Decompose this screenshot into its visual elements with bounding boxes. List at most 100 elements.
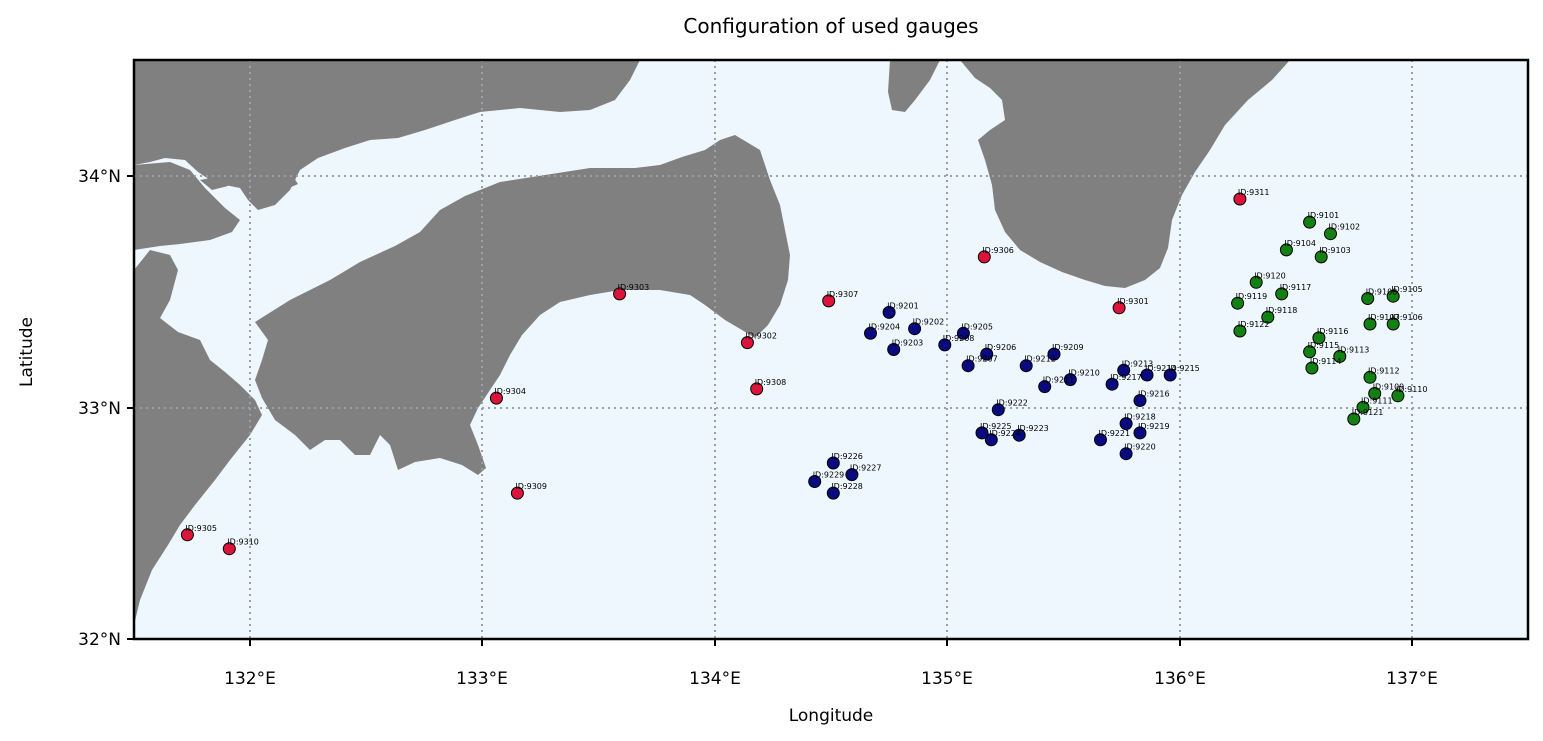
- inland-sea-island-5: [410, 104, 440, 122]
- kyushu-landmass: [134, 162, 240, 250]
- gauge-marker: [1047, 347, 1061, 361]
- gauge-marker: [980, 347, 994, 361]
- gauge-marker: [887, 343, 901, 356]
- gauge-marker: [822, 294, 836, 308]
- gauge-marker: [845, 468, 859, 482]
- gauge-label: ID:9224: [989, 429, 1021, 438]
- land-layer: [134, 60, 1290, 625]
- gauge-label: ID:9225: [980, 422, 1012, 431]
- gauge-marker: [1324, 227, 1337, 241]
- gauge-marker: [984, 433, 998, 447]
- gauges-layer: ID:9101ID:9102ID:9103ID:9104ID:9105ID:91…: [180, 188, 1427, 556]
- gauge-label: ID:9217: [1110, 373, 1142, 382]
- gauge-marker: [1303, 215, 1317, 229]
- gauge-label: ID:9229: [813, 471, 845, 480]
- gauge-marker: [908, 322, 922, 336]
- gauge-marker: [1094, 433, 1107, 447]
- gauge-marker: [1305, 361, 1319, 375]
- y-axis-title: Latitude: [17, 317, 37, 387]
- x-tick-label: 136°E: [1154, 669, 1206, 689]
- gauge-marker: [1391, 389, 1405, 403]
- shikoku-landmass: [255, 135, 790, 475]
- gauge-marker: [956, 326, 970, 340]
- inland-sea-island-4: [260, 172, 298, 192]
- gauge-label: ID:9221: [1099, 429, 1131, 438]
- gauge-label: ID:9119: [1236, 292, 1268, 301]
- gauge-label: ID:9306: [982, 246, 1014, 255]
- y-axis: 32°N 33°N 34°N Latitude: [17, 167, 134, 650]
- gauge-marker: [1261, 310, 1275, 324]
- gauge-marker: [1112, 301, 1126, 315]
- gauge-label: ID:9120: [1254, 271, 1286, 280]
- kyushu-south-landmass: [134, 250, 262, 625]
- gauge-marker: [808, 475, 822, 488]
- gauge-label: ID:9103: [1319, 246, 1351, 255]
- gauge-label: ID:9111: [1361, 396, 1393, 405]
- gauge-label: ID:9311: [1238, 188, 1270, 197]
- y-tick-label: 32°N: [78, 630, 121, 650]
- gauge-label: ID:9222: [996, 399, 1028, 408]
- gauge-marker: [826, 456, 840, 470]
- gauge-marker: [1361, 292, 1375, 305]
- gauge-marker: [1105, 377, 1119, 391]
- gauge-marker: [1386, 289, 1400, 303]
- gauge-label: ID:9206: [985, 343, 1017, 352]
- gauge-marker: [1119, 417, 1133, 431]
- gauge-label: ID:9108: [1366, 288, 1398, 297]
- gauge-marker: [750, 382, 764, 396]
- gauge-marker: [1356, 400, 1370, 414]
- gauge-label: ID:9121: [1352, 408, 1384, 417]
- gauge-marker: [1063, 373, 1077, 387]
- gauge-label: ID:9102: [1329, 223, 1361, 232]
- gauge-label: ID:9307: [827, 290, 859, 299]
- kii-peninsula-landmass: [960, 60, 1290, 288]
- x-tick-label: 133°E: [456, 669, 508, 689]
- gauge-marker: [1163, 368, 1177, 382]
- gauge-marker: [1140, 368, 1154, 382]
- gauge-marker: [1314, 250, 1328, 264]
- gauge-label: ID:9205: [961, 322, 993, 331]
- gauge-label: ID:9216: [1138, 390, 1170, 399]
- gauge-label: ID:9212: [1024, 355, 1056, 364]
- gauge-label: ID:9113: [1338, 345, 1370, 354]
- plot-frame: [132, 58, 1530, 641]
- gauge-label: ID:9219: [1138, 422, 1170, 431]
- gauge-marker: [864, 326, 877, 340]
- gauge-label: ID:9228: [831, 482, 863, 491]
- gauge-marker: [1303, 345, 1317, 359]
- gauge-label: ID:9223: [1017, 424, 1049, 433]
- gauge-label: ID:9208: [943, 334, 975, 343]
- gauge-label: ID:9218: [1124, 413, 1156, 422]
- inland-sea-island-1: [300, 102, 345, 126]
- gauge-label: ID:9227: [850, 464, 882, 473]
- gauge-marker: [1368, 387, 1382, 400]
- gauge-label: ID:9204: [869, 322, 901, 331]
- gauge-marker: [1386, 317, 1400, 331]
- gauge-marker: [489, 391, 503, 405]
- gauge-marker: [1275, 287, 1289, 301]
- gauge-label: ID:9105: [1391, 285, 1423, 294]
- gauge-label: ID:9211: [1043, 376, 1075, 385]
- gauge-label: ID:9302: [745, 332, 777, 341]
- x-tick-label: 135°E: [921, 669, 973, 689]
- gauge-label: ID:9101: [1308, 211, 1340, 220]
- gauge-marker: [991, 403, 1005, 417]
- gauge-label: ID:9115: [1308, 341, 1340, 350]
- x-axis-title: Longitude: [789, 706, 874, 726]
- gauge-label: ID:9201: [887, 301, 919, 310]
- gauge-label: ID:9215: [1168, 364, 1200, 373]
- gauge-label: ID:9118: [1266, 306, 1298, 315]
- gauge-label: ID:9301: [1117, 297, 1149, 306]
- gauge-label: ID:9213: [1122, 359, 1154, 368]
- gauge-marker: [1038, 380, 1052, 394]
- gauge-marker: [1279, 243, 1293, 257]
- gauge-marker: [1231, 296, 1245, 310]
- gauge-marker: [180, 528, 194, 542]
- gauge-label: ID:9310: [227, 538, 259, 547]
- gauge-label: ID:9117: [1280, 283, 1312, 292]
- gauge-label: ID:9104: [1284, 239, 1316, 248]
- gauge-label: ID:9214: [1145, 364, 1177, 373]
- gauge-marker: [1249, 275, 1263, 289]
- gauge-label: ID:9209: [1052, 343, 1084, 352]
